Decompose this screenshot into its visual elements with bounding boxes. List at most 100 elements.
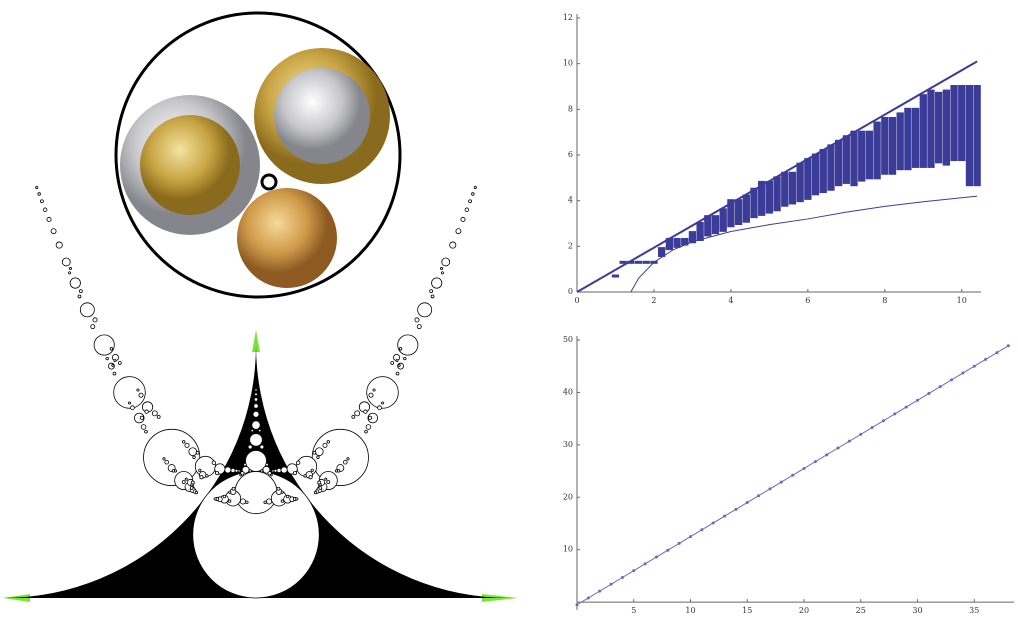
gasket-circle (222, 494, 227, 499)
point-band (619, 260, 627, 264)
point-band (888, 116, 897, 175)
small-circle (260, 173, 278, 191)
gasket-circle (253, 397, 259, 402)
gasket-circle (140, 424, 147, 430)
gasket-circle (181, 480, 186, 484)
data-point (632, 569, 636, 573)
gasket-circle (471, 192, 475, 196)
point-band (942, 89, 951, 166)
point-band (827, 144, 835, 191)
gasket-circle (162, 457, 166, 461)
gasket-circle (113, 376, 146, 409)
gasket-circle (248, 469, 252, 473)
gasket-circle (416, 324, 422, 330)
gasket-circle (144, 429, 148, 434)
gasket-circle (326, 480, 331, 484)
gasket-circle (254, 388, 258, 392)
gasket-circle (276, 467, 282, 473)
gasket-circle (318, 486, 323, 490)
data-point (757, 494, 761, 498)
point-band (634, 260, 643, 264)
gasket-circle (455, 228, 462, 235)
gasket-circle (250, 428, 254, 433)
gasket-circle (211, 460, 216, 465)
gasket-circle (414, 317, 420, 323)
gasket-circle (194, 490, 199, 495)
gasket-circle (234, 468, 239, 473)
gasket-circle (460, 217, 466, 223)
gasket-circle (241, 465, 250, 474)
gasket-circle (280, 499, 285, 503)
gasket-circle (314, 447, 324, 457)
gasket-circle (303, 474, 307, 478)
point-band (704, 215, 712, 237)
gasket-circle (280, 466, 288, 474)
x-tick-label: 35 (969, 606, 979, 615)
gasket-circle (55, 241, 63, 249)
gasket-circle (35, 186, 39, 190)
gasket-circle (260, 469, 264, 473)
gasket-circle (188, 447, 198, 457)
gasket-circle (429, 289, 434, 294)
x-tick-label: 4 (728, 296, 733, 305)
coins-illustration (114, 11, 402, 299)
point-band (673, 237, 681, 248)
gasket-circle (372, 388, 376, 392)
data-point (643, 562, 647, 566)
gasket-circle (440, 271, 444, 275)
point-band (711, 215, 720, 235)
point-band (719, 208, 727, 232)
point-band (965, 85, 974, 187)
data-point (972, 364, 976, 368)
gasket-circle (205, 474, 209, 478)
gasket-circle (133, 412, 145, 424)
gasket-circle (136, 388, 140, 392)
data-point (700, 528, 704, 532)
point-band (688, 231, 697, 244)
point-band (958, 85, 966, 162)
gasket-circle (346, 457, 350, 461)
gasket-circle (239, 473, 243, 477)
gasket-circle (234, 471, 278, 515)
gasket-circle (61, 257, 71, 267)
gasket-circle (367, 412, 379, 424)
gasket-circle (198, 468, 202, 472)
gasket-circle (276, 486, 281, 491)
gasket-circle (397, 334, 419, 356)
y-tick-label: 10 (563, 545, 573, 554)
gasket-circle (368, 415, 373, 420)
point-band (896, 112, 904, 171)
point-band (642, 260, 650, 264)
gasket-circle (40, 199, 44, 204)
gasket-circle (397, 363, 401, 367)
gasket-circle (184, 442, 190, 448)
point-band (627, 260, 635, 264)
gasket-circle (258, 428, 262, 433)
gasket-circle (243, 462, 247, 467)
gasket-circle (164, 459, 169, 465)
point-band (834, 139, 843, 187)
gasket-circle (398, 347, 403, 351)
y-tick-label: 10 (563, 59, 573, 68)
data-point (961, 371, 965, 375)
gasket-circle (395, 359, 399, 362)
gasket-circle (239, 498, 246, 505)
gasket-circle (322, 442, 328, 448)
data-point (995, 351, 999, 355)
data-point (791, 473, 795, 477)
x-tick-label: 20 (799, 606, 809, 615)
gasket-circle (354, 410, 361, 417)
gasket-circle (78, 289, 83, 294)
gasket-circle (151, 410, 158, 417)
point-band (850, 130, 858, 187)
gasket-circle (318, 483, 322, 487)
chart: 5 10 15 20 25 30 35 10 20 30 40 50 (563, 335, 1014, 615)
gasket-circle (247, 444, 253, 450)
gasket-circle (195, 450, 200, 455)
gasket-circle (117, 361, 122, 365)
gasket-circle (231, 486, 236, 491)
point-band (758, 180, 766, 216)
x-tick-label: 10 (957, 296, 967, 305)
gasket-circle (112, 371, 117, 376)
data-point (881, 419, 885, 423)
